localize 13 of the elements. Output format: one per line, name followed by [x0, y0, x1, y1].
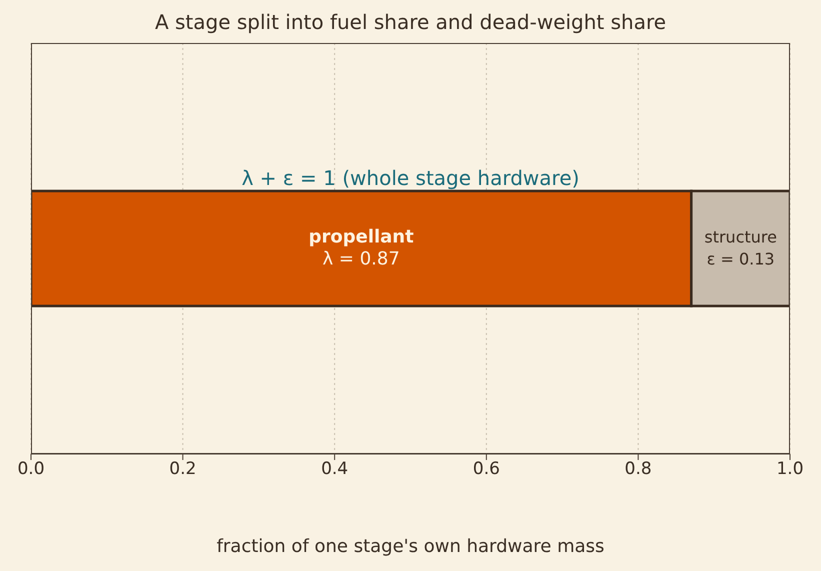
- chart-title: A stage split into fuel share and dead-weight share: [154, 10, 668, 34]
- x-axis-title: fraction of one stage's own hardware mass: [216, 536, 606, 557]
- x-tick-label: 0.8: [624, 459, 652, 480]
- annotation: λ + ε = 1 (whole stage hardware): [240, 166, 580, 190]
- x-tick-label: 0.0: [17, 459, 45, 480]
- x-tick-label: 0.6: [472, 459, 500, 480]
- x-tick-label: 0.4: [321, 459, 348, 480]
- data-label: λ = 0.87: [322, 248, 400, 270]
- x-tick-label: 0.2: [169, 459, 196, 480]
- x-tick-label: 1.0: [776, 459, 804, 480]
- series-label: structure: [704, 227, 777, 246]
- series-label: propellant: [308, 226, 414, 248]
- data-label: ε = 0.13: [706, 249, 775, 268]
